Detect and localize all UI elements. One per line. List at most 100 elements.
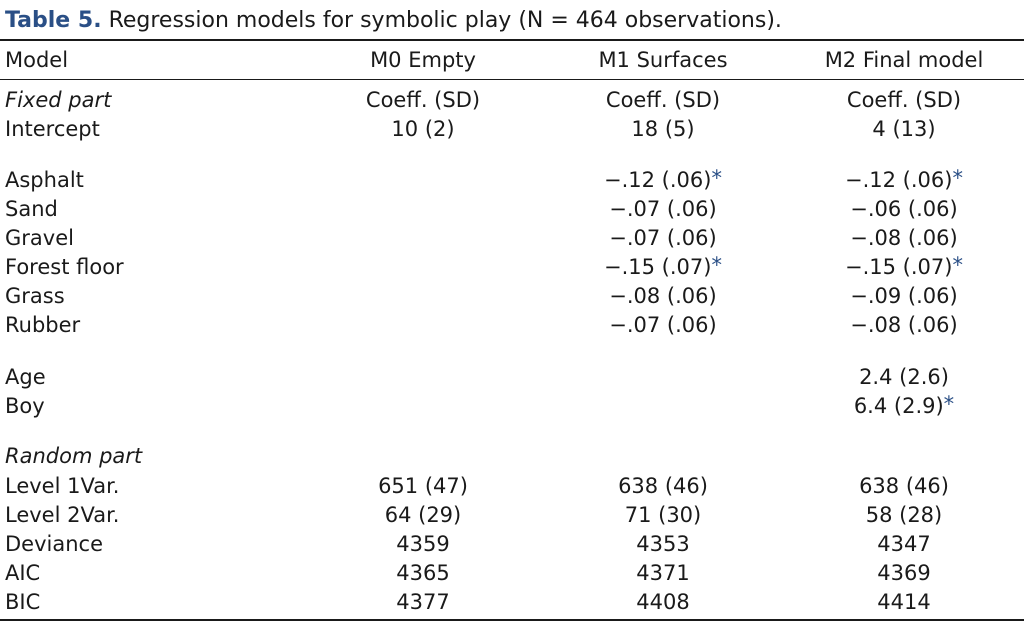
cell-value: 4353 xyxy=(636,532,690,556)
cell-value: 58 (28) xyxy=(865,503,943,527)
table-row: Level 2Var. 64 (29) 71 (30) 58 (28) xyxy=(0,501,1024,530)
row-label: Grass xyxy=(5,284,65,308)
cell-value: 651 (47) xyxy=(378,474,468,498)
cell-m2: Coeff. (SD) xyxy=(784,86,1024,115)
table-row: Fixed part Coeff. (SD) Coeff. (SD) Coeff. (… xyxy=(0,86,1024,115)
cell-value: 71 (30) xyxy=(624,503,702,527)
cell-m0: 10 (2) xyxy=(303,115,543,144)
significance-star: * xyxy=(943,392,955,416)
row-label: Forest floor xyxy=(5,255,124,279)
cell-m2: −.08 (.06) xyxy=(784,311,1024,340)
row-label: Fixed part xyxy=(5,88,112,112)
table-row: Intercept 10 (2) 18 (5) 4 (13) xyxy=(0,115,1024,144)
cell-value: −.09 (.06) xyxy=(850,284,958,308)
table-row: Asphalt −.12 (.06)* −.12 (.06)* xyxy=(0,166,1024,195)
row-label: Deviance xyxy=(5,532,103,556)
table-row: Boy 6.4 (2.9)* xyxy=(0,392,1024,421)
significance-star: * xyxy=(711,253,722,277)
cell-value: 10 (2) xyxy=(391,117,455,141)
cell-m1: −.07 (.06) xyxy=(543,224,783,253)
table-row: Sand −.07 (.06) −.06 (.06) xyxy=(0,195,1024,224)
cell-m1: Coeff. (SD) xyxy=(543,86,783,115)
table-row: Level 1Var. 651 (47) 638 (46) 638 (46) xyxy=(0,472,1024,501)
cell-m1: −.12 (.06)* xyxy=(543,166,783,195)
cell-m1: 4353 xyxy=(543,530,783,559)
significance-star: * xyxy=(952,166,963,190)
row-label: Rubber xyxy=(5,313,81,337)
cell-value: 4414 xyxy=(877,590,931,614)
table-row: Forest floor −.15 (.07)* −.15 (.07)* xyxy=(0,253,1024,282)
significance-star: * xyxy=(952,253,963,277)
cell-m2: −.09 (.06) xyxy=(784,282,1024,311)
cell-value: 6.4 (2.9) xyxy=(853,394,944,418)
table-row: Grass −.08 (.06) −.09 (.06) xyxy=(0,282,1024,311)
header-m0: M0 Empty xyxy=(370,48,476,72)
table-header: Model M0 Empty M1 Surfaces M2 Final mode… xyxy=(0,46,1024,75)
cell-value: 4377 xyxy=(396,590,450,614)
cell-m0: 4359 xyxy=(303,530,543,559)
cell-m2: −.15 (.07)* xyxy=(784,253,1024,282)
cell-value: 4371 xyxy=(636,561,690,585)
cell-m1: 4408 xyxy=(543,588,783,617)
significance-star: * xyxy=(711,166,722,190)
cell-value: −.06 (.06) xyxy=(850,197,958,221)
header-m2: M2 Final model xyxy=(824,48,984,72)
cell-m0: 4377 xyxy=(303,588,543,617)
cell-m2: 4369 xyxy=(784,559,1024,588)
table-row: Rubber −.07 (.06) −.08 (.06) xyxy=(0,311,1024,340)
cell-m0: Coeff. (SD) xyxy=(303,86,543,115)
header-model: Model xyxy=(5,48,69,72)
cell-m1: 638 (46) xyxy=(543,472,783,501)
row-label: Random part xyxy=(5,444,143,468)
cell-value: 4365 xyxy=(396,561,450,585)
cell-m1: 71 (30) xyxy=(543,501,783,530)
cell-value: −.15 (.07) xyxy=(845,255,953,279)
cell-value: 638 (46) xyxy=(859,474,949,498)
cell-m2: −.06 (.06) xyxy=(784,195,1024,224)
cell-value: 638 (46) xyxy=(618,474,708,498)
table-row: Age 2.4 (2.6) xyxy=(0,363,1024,392)
cell-m1: 4371 xyxy=(543,559,783,588)
cell-m0: 4365 xyxy=(303,559,543,588)
cell-value: Coeff. (SD) xyxy=(605,88,721,112)
cell-m2: 4414 xyxy=(784,588,1024,617)
header-rule xyxy=(0,79,1024,80)
cell-value: −.08 (.06) xyxy=(850,226,958,250)
cell-m2: 6.4 (2.9)* xyxy=(784,392,1024,421)
cell-value: −.12 (.06) xyxy=(604,168,712,192)
cell-value: −.12 (.06) xyxy=(845,168,953,192)
cell-m2: 2.4 (2.6) xyxy=(784,363,1024,392)
table-number: Table 5. xyxy=(5,8,102,33)
cell-value: Coeff. (SD) xyxy=(365,88,481,112)
cell-value: −.08 (.06) xyxy=(850,313,958,337)
row-label: Boy xyxy=(5,394,45,418)
row-label: Intercept xyxy=(5,117,100,141)
cell-m2: −.12 (.06)* xyxy=(784,166,1024,195)
cell-value: −.15 (.07) xyxy=(604,255,712,279)
cell-m2: 638 (46) xyxy=(784,472,1024,501)
cell-value: −.08 (.06) xyxy=(609,284,717,308)
table-row: Gravel −.07 (.06) −.08 (.06) xyxy=(0,224,1024,253)
cell-m2: −.08 (.06) xyxy=(784,224,1024,253)
cell-m1: −.08 (.06) xyxy=(543,282,783,311)
cell-value: −.07 (.06) xyxy=(609,313,717,337)
cell-value: 4369 xyxy=(877,561,931,585)
cell-value: 18 (5) xyxy=(631,117,695,141)
row-label: Age xyxy=(5,365,46,389)
header-m1: M1 Surfaces xyxy=(598,48,728,72)
cell-m2: 58 (28) xyxy=(784,501,1024,530)
row-label: AIC xyxy=(5,561,41,585)
bottom-rule xyxy=(0,619,1024,621)
row-label: BIC xyxy=(5,590,41,614)
cell-value: Coeff. (SD) xyxy=(846,88,962,112)
cell-value: −.07 (.06) xyxy=(609,197,717,221)
table-row: Deviance 4359 4353 4347 xyxy=(0,530,1024,559)
table-caption: Table 5. Regression models for symbolic … xyxy=(5,6,782,36)
cell-value: 4408 xyxy=(636,590,690,614)
cell-m0: 64 (29) xyxy=(303,501,543,530)
row-label: Sand xyxy=(5,197,58,221)
cell-m1: −.07 (.06) xyxy=(543,311,783,340)
cell-value: 4 (13) xyxy=(872,117,936,141)
row-label: Level 2Var. xyxy=(5,503,120,527)
cell-value: 2.4 (2.6) xyxy=(859,365,949,389)
